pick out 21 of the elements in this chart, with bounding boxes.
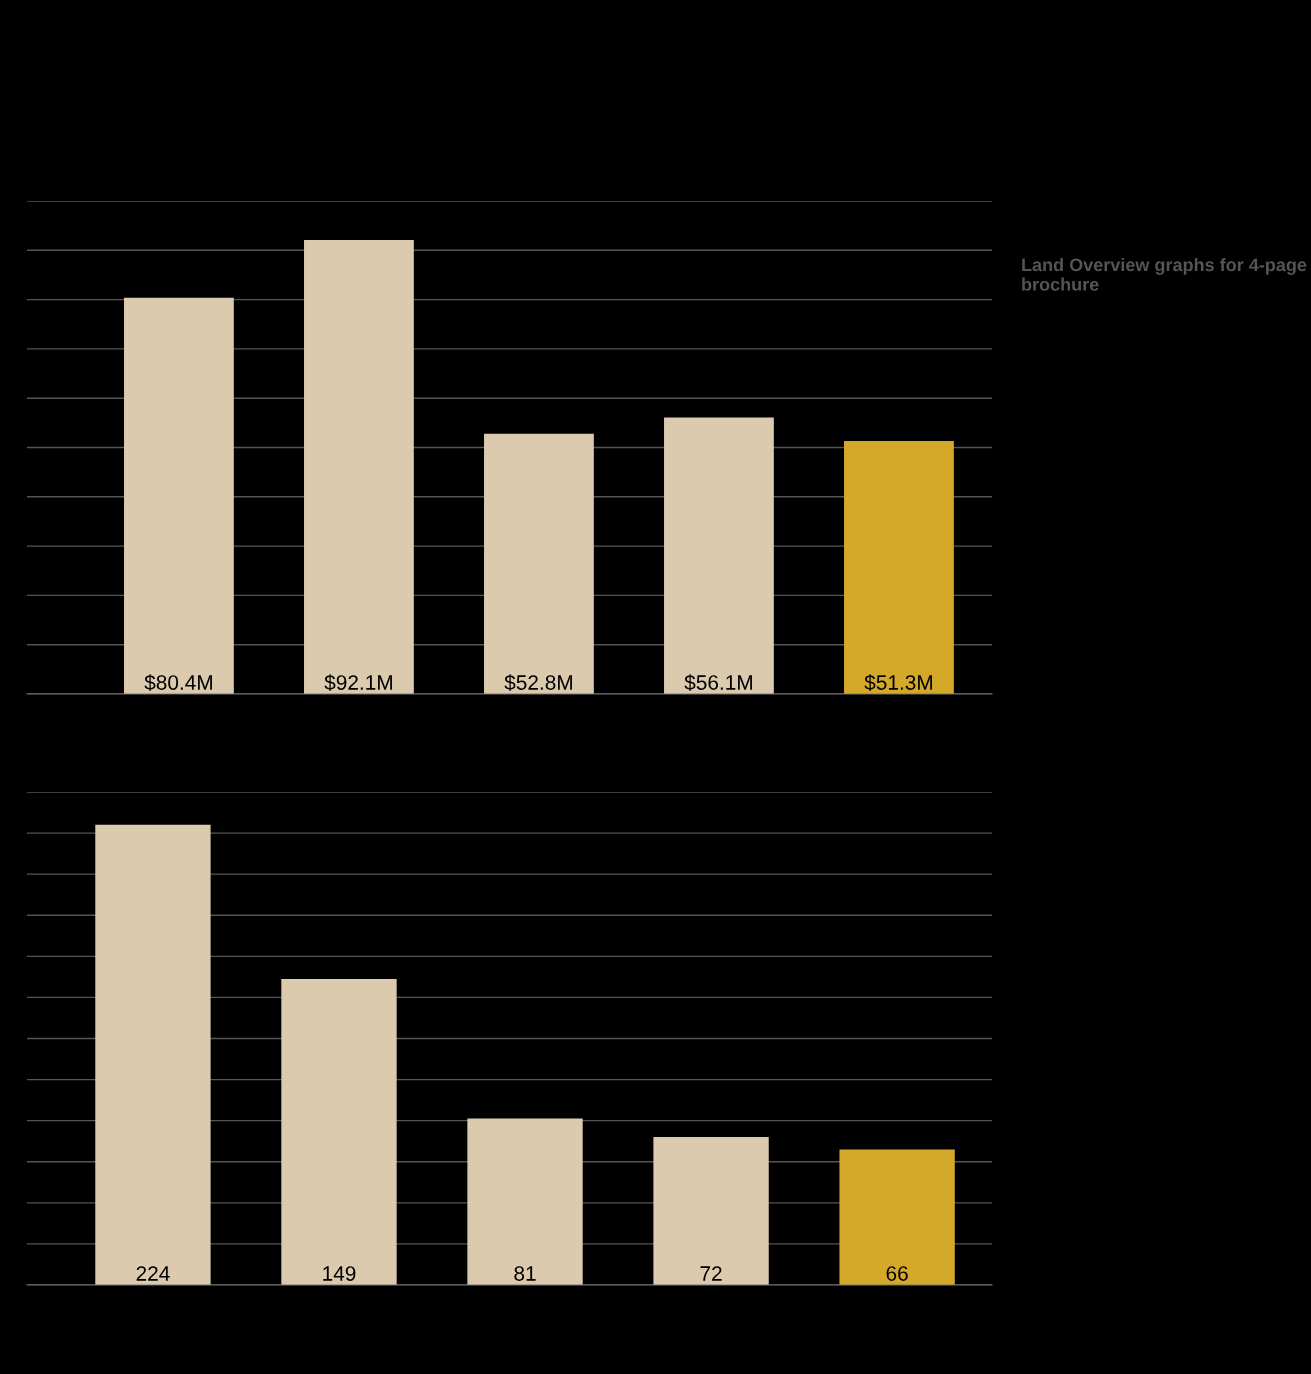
data-label: $51.3M — [864, 674, 932, 692]
data-label: 224 — [136, 1266, 170, 1281]
data-label: $80.4M — [144, 674, 212, 692]
bar — [124, 297, 234, 694]
data-label: $52.8M — [504, 674, 572, 692]
bar — [839, 1149, 955, 1285]
bar — [281, 978, 397, 1285]
data-label: 66 — [886, 1266, 908, 1281]
data-label: 72 — [700, 1266, 722, 1281]
bar — [484, 433, 594, 694]
data-label: $92.1M — [324, 674, 392, 692]
bar — [664, 417, 774, 694]
data-label: 81 — [514, 1266, 536, 1281]
bar — [304, 239, 414, 694]
bar — [844, 441, 954, 694]
text: Land Overview graphs for 4-page brochure — [1022, 258, 1307, 291]
bar — [95, 824, 211, 1285]
bar — [653, 1137, 769, 1285]
data-label: 149 — [323, 1266, 356, 1281]
data-label: $56.1M — [684, 674, 752, 692]
bar — [467, 1118, 583, 1285]
